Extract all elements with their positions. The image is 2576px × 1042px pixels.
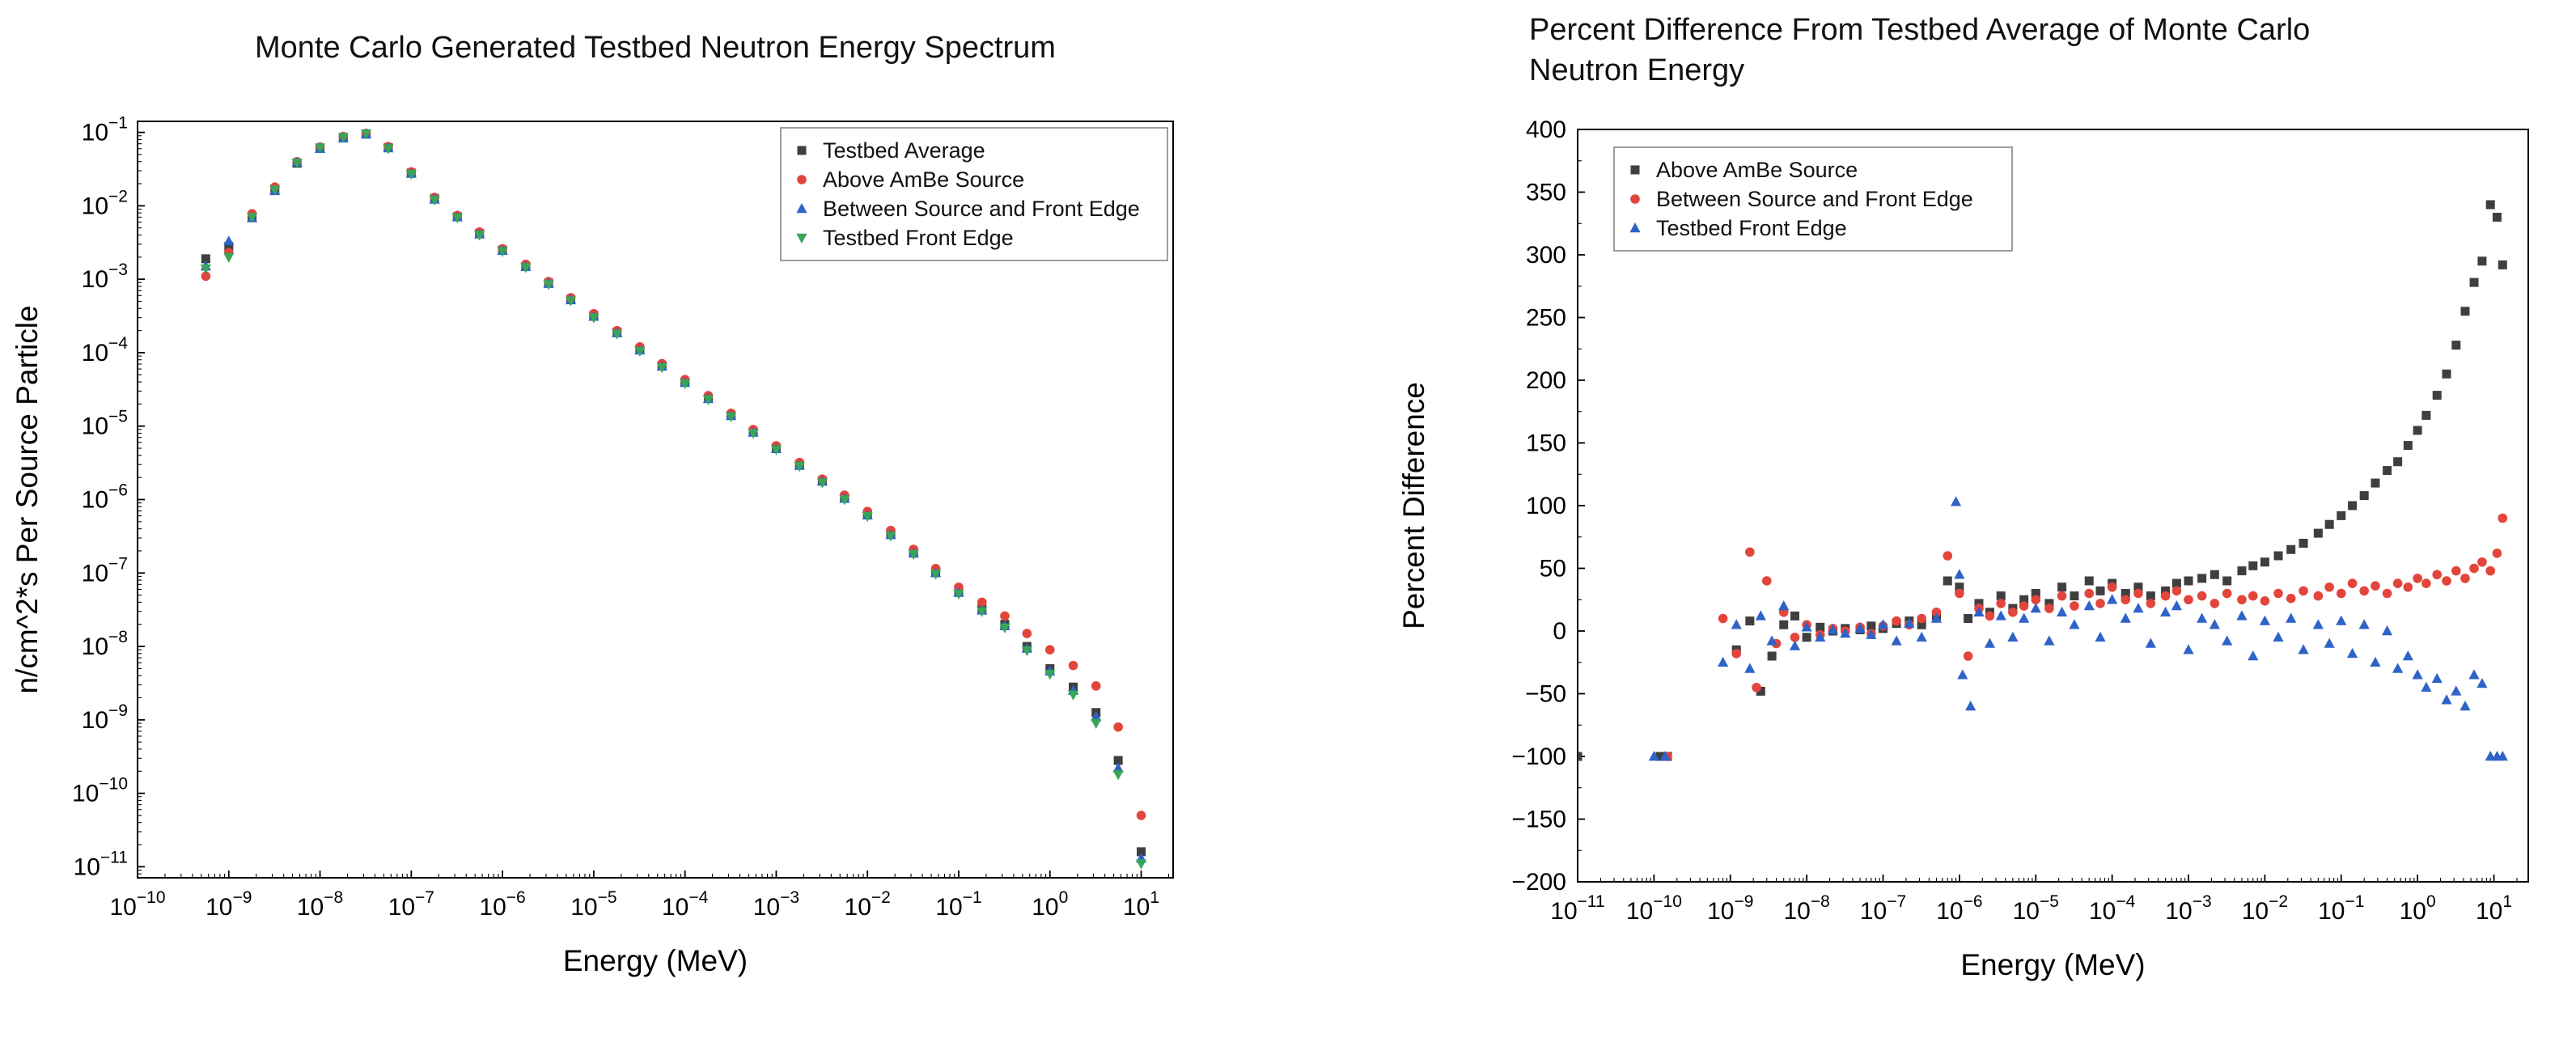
tick-label: 250 xyxy=(1526,305,1566,332)
tick-label: 10−4 xyxy=(662,888,709,921)
tick-label: 100 xyxy=(1526,493,1566,519)
tick-label: 10−10 xyxy=(72,775,128,807)
y-axis-label: Percent Difference xyxy=(1397,382,1430,629)
tick-label: 10−2 xyxy=(82,187,128,219)
percent-difference-chart-title: Percent Difference From Testbed Average … xyxy=(1529,10,2548,91)
tick-label: 10−11 xyxy=(1550,892,1604,925)
percent-diff-title-line-1: Percent Difference From Testbed Average … xyxy=(1529,13,2311,47)
axes: 10−11 10−10 10−9 10−8 10−7 10−6 10−5 10−4 10−3 10… xyxy=(1511,116,2529,925)
tick-label: 10−3 xyxy=(82,260,128,293)
tick-label: 10−9 xyxy=(1707,892,1753,925)
tick-label: 10−1 xyxy=(935,888,981,921)
tick-label: 10−1 xyxy=(2318,892,2364,925)
legend-label-between-source-and-front-edge: Between Source and Front Edge xyxy=(1656,187,1973,211)
tick-label: 10−5 xyxy=(82,408,128,440)
series-points-between-source-and-front-edge xyxy=(1663,513,2508,761)
tick-label: 101 xyxy=(1123,888,1159,921)
tick-label: −50 xyxy=(1525,681,1566,708)
legend-label-above-ambe-source: Above AmBe Source xyxy=(823,167,1024,192)
tick-label: 10−6 xyxy=(479,888,525,921)
tick-label: 200 xyxy=(1526,367,1566,394)
tick-label: −150 xyxy=(1511,807,1566,833)
axes: 10−10 10−9 10−8 10−7 10−6 10−5 10−4 10−3 10−2 10−… xyxy=(72,114,1174,921)
tick-label: 10−9 xyxy=(205,888,252,921)
tick-label: 350 xyxy=(1526,180,1566,206)
tick-label: 10−8 xyxy=(82,628,128,660)
neutron-spectrum-chart: Monte Carlo Generated Testbed Neutron En… xyxy=(0,0,1262,1042)
tick-label: 50 xyxy=(1540,556,1566,582)
tick-label: 10−2 xyxy=(2242,892,2288,925)
legend: Above AmBe Source Between Source and Fron… xyxy=(1613,146,2013,252)
tick-label: 10−3 xyxy=(753,888,799,921)
tick-label: −200 xyxy=(1511,869,1566,896)
series-points-testbed-front-edge xyxy=(1648,496,2508,761)
tick-label: 10−7 xyxy=(82,554,128,587)
tick-label: 10−9 xyxy=(82,701,128,734)
percent-difference-plot-canvas: 10−11 10−10 10−9 10−8 10−7 10−6 10−5 10−4 10−3 10… xyxy=(1397,116,2529,981)
series-points-testbed-front-edge xyxy=(200,129,1147,870)
spectrum-plot-canvas: 10−10 10−9 10−8 10−7 10−6 10−5 10−4 10−3 10−2 10−… xyxy=(11,114,1174,977)
y-axis-label: n/cm^2*s Per Source Particle xyxy=(11,305,44,693)
legend-label-testbed-average: Testbed Average xyxy=(823,138,985,163)
tick-label: 150 xyxy=(1526,430,1566,457)
tick-label: 10−6 xyxy=(82,481,128,514)
tick-label: 10−5 xyxy=(570,888,616,921)
tick-label: 10−8 xyxy=(297,888,343,921)
tick-label: 10−7 xyxy=(1860,892,1906,925)
legend-label-between-source-and-front-edge: Between Source and Front Edge xyxy=(823,197,1140,221)
tick-label: 10−2 xyxy=(845,888,891,921)
legend: Testbed Average Above AmBe Source Between … xyxy=(780,127,1168,261)
x-axis-label: Energy (MeV) xyxy=(563,944,748,977)
tick-label: 400 xyxy=(1526,116,1566,143)
tick-label: 10−4 xyxy=(82,334,129,366)
tick-label: 100 xyxy=(2400,892,2436,925)
percent-difference-chart: Percent Difference From Testbed Average … xyxy=(1262,0,2576,1042)
x-axis-label: Energy (MeV) xyxy=(1960,948,2145,981)
tick-label: 10−10 xyxy=(1626,892,1682,925)
percent-diff-title-line-2: Neutron Energy xyxy=(1529,53,1745,87)
spectrum-chart-title: Monte Carlo Generated Testbed Neutron En… xyxy=(138,28,1173,68)
tick-label: 10−11 xyxy=(74,848,128,880)
legend-label-above-ambe-source: Above AmBe Source xyxy=(1656,158,1858,182)
tick-label: 10−10 xyxy=(110,888,166,921)
legend-label-testbed-front-edge: Testbed Front Edge xyxy=(1656,216,1847,240)
tick-label: 10−1 xyxy=(82,114,128,146)
tick-label: 101 xyxy=(2476,892,2512,925)
tick-label: 10−3 xyxy=(2165,892,2211,925)
legend-label-testbed-front-edge: Testbed Front Edge xyxy=(823,226,1014,250)
tick-label: 10−7 xyxy=(388,888,434,921)
tick-label: 10−5 xyxy=(2013,892,2059,925)
series-points-above-ambe-source xyxy=(1578,200,2507,761)
tick-label: 0 xyxy=(1553,618,1566,645)
tick-label: 300 xyxy=(1526,242,1566,269)
spectrum-title-line-1: Monte Carlo Generated Testbed Neutron En… xyxy=(255,31,1056,65)
tick-label: 10−4 xyxy=(2089,892,2136,925)
tick-label: 10−6 xyxy=(1936,892,1982,925)
tick-label: 10−8 xyxy=(1783,892,1829,925)
tick-label: −100 xyxy=(1511,743,1566,770)
tick-label: 100 xyxy=(1032,888,1068,921)
